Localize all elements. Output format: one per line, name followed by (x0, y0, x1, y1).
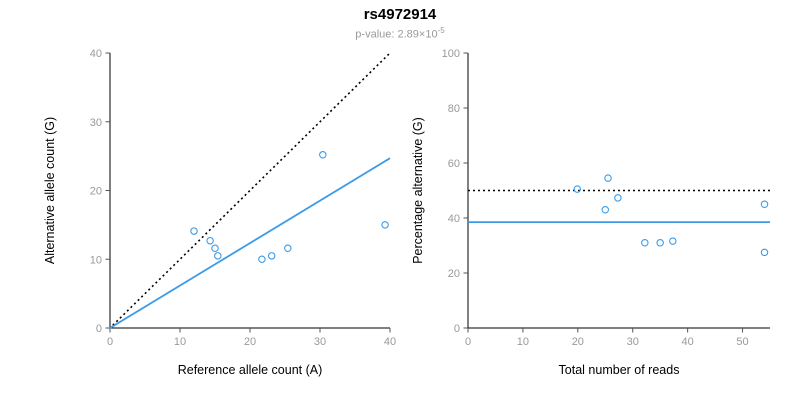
x-axis-label: Reference allele count (A) (178, 363, 323, 377)
data-point (601, 206, 610, 214)
data-point (267, 252, 276, 260)
data-point (760, 248, 769, 257)
y-tick-label: 40 (448, 213, 460, 225)
x-tick-label: 40 (384, 336, 396, 348)
y-tick-label: 0 (96, 323, 102, 335)
data-point (211, 244, 219, 253)
scatter-allele-counts: 0 10 20 30 40 0 10 20 30 40 Reference allele count… (40, 46, 410, 394)
data-point (669, 237, 677, 245)
y-axis-label: Alternative allele count (G) (43, 117, 57, 264)
identity-line (112, 52, 391, 326)
y-tick-label: 10 (90, 254, 102, 266)
y-tick-label: 100 (442, 48, 460, 60)
x-tick-label: 20 (244, 336, 256, 348)
percentage-alternative-scatter-svg: 0 10 20 30 40 50 0 20 40 60 80 100 Total number of r… (411, 48, 770, 377)
x-tick-label: 30 (314, 336, 326, 348)
scatter-percentage-alternative: 0 10 20 30 40 50 0 20 40 60 80 100 Total number of r… (408, 46, 780, 394)
y-tick-label: 20 (448, 268, 460, 280)
figure-title: rs4972914 (363, 6, 437, 23)
data-point (258, 255, 266, 264)
figure-subtitle: p-value: 2.89×10-5 (0, 26, 800, 41)
x-tick-label: 50 (736, 336, 748, 348)
data-point (641, 239, 649, 247)
x-tick-label: 10 (517, 336, 529, 348)
x-tick-label: 40 (682, 336, 694, 348)
y-axis-label: Percentage alternative (G) (411, 117, 425, 264)
data-point (573, 185, 582, 193)
regression-line (109, 157, 391, 329)
data-point (284, 244, 292, 253)
data-point (190, 227, 198, 235)
x-axis-label: Total number of reads (559, 363, 680, 377)
y-tick-label: 20 (90, 186, 102, 198)
y-tick-label: 30 (90, 117, 102, 129)
allele-counts-scatter-svg: 0 10 20 30 40 0 10 20 30 40 Reference allele count… (43, 48, 396, 377)
pvalue-text: p-value: 2.89×10 (355, 28, 438, 41)
data-point (604, 174, 612, 182)
x-tick-label: 20 (572, 336, 584, 348)
y-tick-label: 80 (448, 103, 460, 115)
x-tick-label: 0 (107, 336, 113, 348)
data-point (206, 236, 214, 245)
pvalue-exponent: -5 (437, 26, 445, 35)
x-tick-label: 0 (465, 336, 471, 348)
data-point (214, 252, 222, 260)
data-point (319, 151, 327, 159)
x-tick-label: 30 (627, 336, 639, 348)
data-point (760, 200, 769, 209)
y-tick-label: 40 (90, 48, 102, 60)
data-point (656, 239, 664, 247)
data-point (614, 194, 622, 202)
y-tick-label: 60 (448, 158, 460, 170)
data-point (381, 221, 389, 229)
y-tick-label: 0 (454, 323, 460, 335)
x-tick-label: 10 (174, 336, 186, 348)
